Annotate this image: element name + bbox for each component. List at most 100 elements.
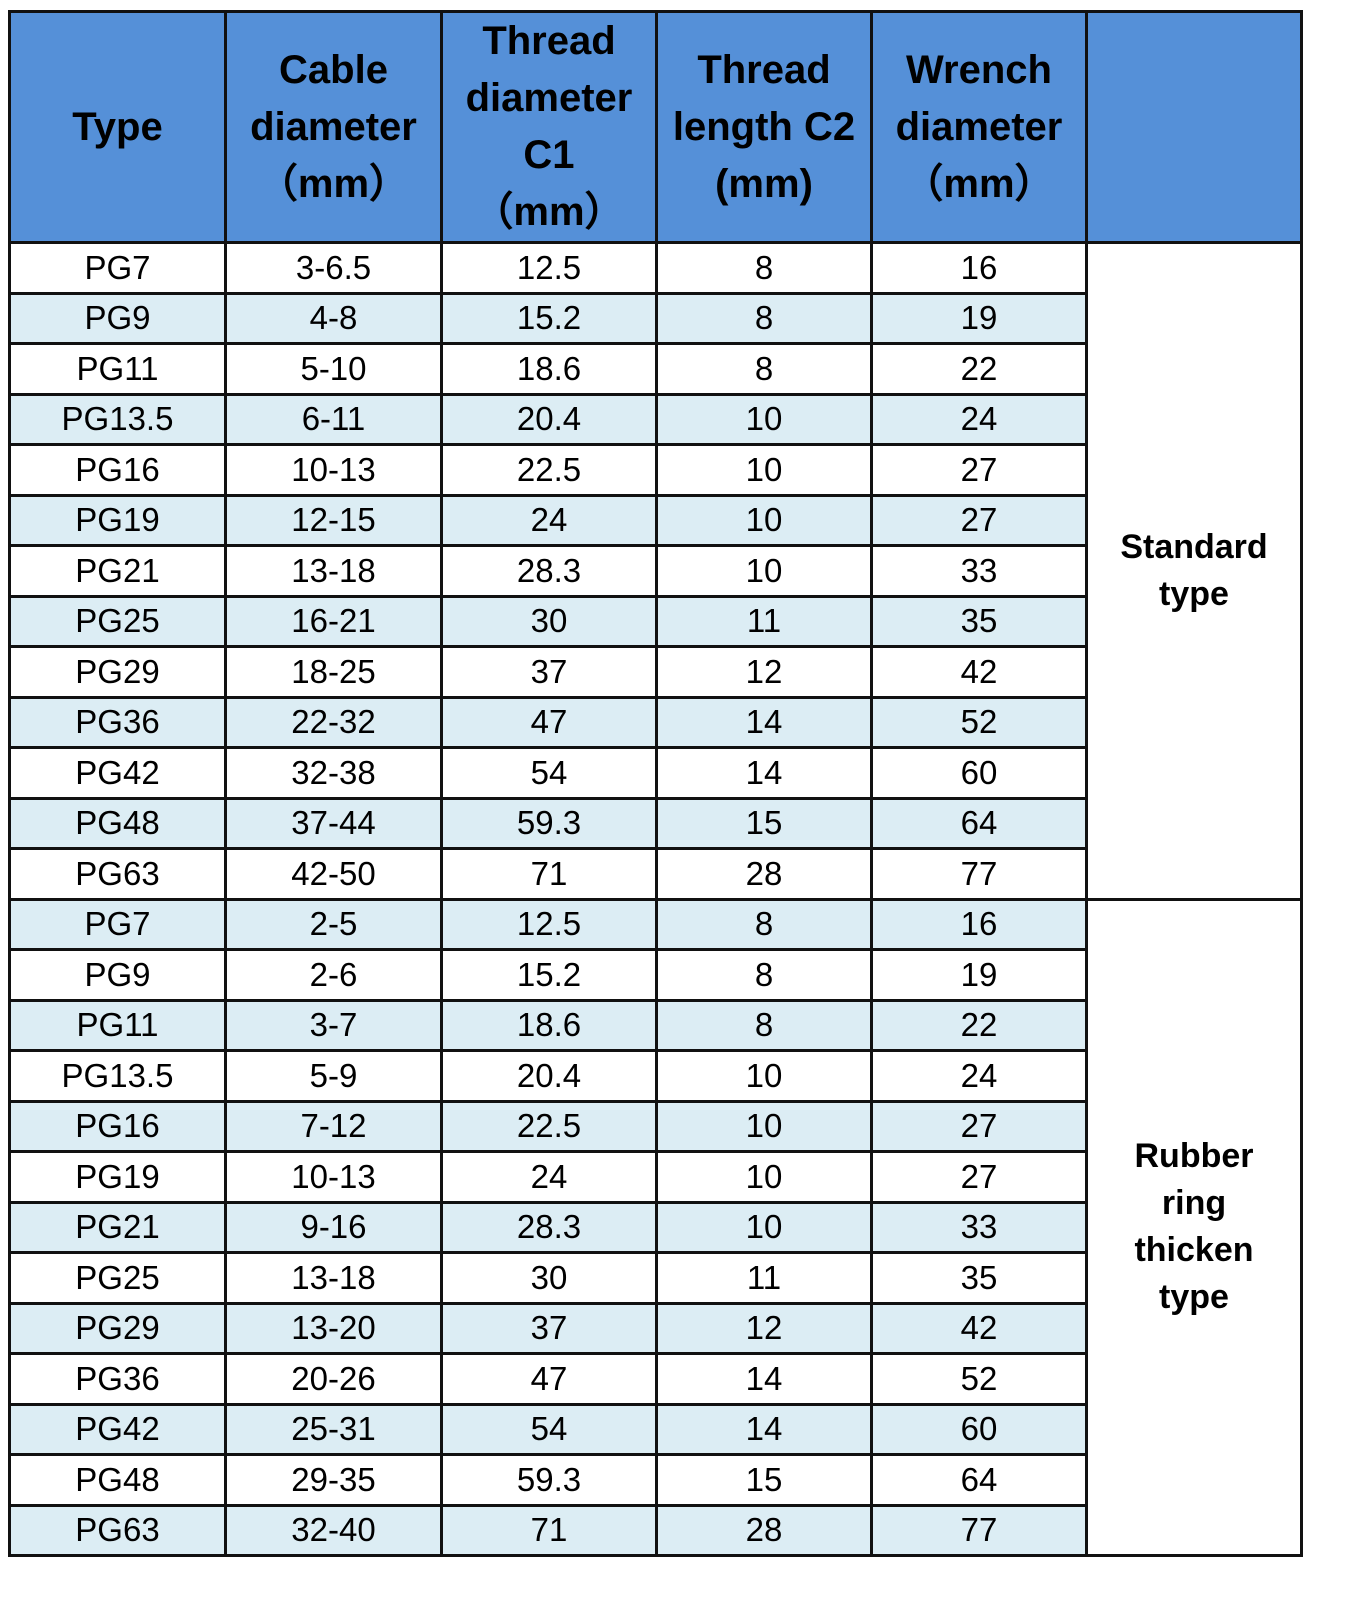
table-row: PG11 3-7 18.6 8 22 <box>8 998 1302 1052</box>
table-cell: 19 <box>870 291 1088 345</box>
table-cell: PG9 <box>8 948 227 1002</box>
table-row: PG29 18-25 37 12 42 <box>8 645 1302 699</box>
table-cell: PG36 <box>8 695 227 749</box>
table-cell: 42 <box>870 1301 1088 1355</box>
table-cell: 20-26 <box>224 1352 443 1406</box>
table-cell: 33 <box>870 544 1088 598</box>
table-cell: 12.5 <box>440 897 658 951</box>
table-cell: 19 <box>870 948 1088 1002</box>
table-cell: PG11 <box>8 342 227 396</box>
table-row: PG63 42-50 71 28 77 <box>8 847 1302 901</box>
table-cell: 28 <box>655 847 873 901</box>
table-header: Type Cable diameter （mm） Thread diameter C1 （mm… <box>8 10 1303 244</box>
table-cell: 25-31 <box>224 1402 443 1456</box>
table-cell: 60 <box>870 1402 1088 1456</box>
table-cell: 10 <box>655 1150 873 1204</box>
table-cell: 35 <box>870 594 1088 648</box>
header-line: Wrench <box>906 47 1052 92</box>
table-cell: 11 <box>655 594 873 648</box>
header-cell: Cable diameter （mm） <box>224 10 443 244</box>
header-line: Cable <box>279 47 388 92</box>
table-cell: 77 <box>870 1503 1088 1557</box>
table-row: PG25 16-21 30 11 35 <box>8 594 1302 648</box>
header-line: Thread <box>697 47 831 92</box>
group-label-line: ring <box>1161 1184 1227 1223</box>
table-cell: 42-50 <box>224 847 443 901</box>
table-cell: 47 <box>440 695 658 749</box>
table-row: PG7 3-6.5 12.5 8 16 Standard type <box>8 241 1303 901</box>
table-cell: 64 <box>870 796 1088 850</box>
group-label: Rubber ring thicken type <box>1085 897 1303 1557</box>
table-cell: 28.3 <box>440 1200 658 1254</box>
header-row: Type Cable diameter （mm） Thread diameter C1 （mm… <box>8 10 1303 244</box>
table-cell: 77 <box>870 847 1088 901</box>
table-cell: 5-9 <box>224 1049 443 1103</box>
table-cell: PG25 <box>8 594 227 648</box>
table-cell: 20.4 <box>440 392 658 446</box>
table-cell: 2-6 <box>224 948 443 1002</box>
table-cell: 13-18 <box>224 1251 443 1305</box>
table-cell: 9-16 <box>224 1200 443 1254</box>
table-cell: PG48 <box>8 796 227 850</box>
table-cell: 27 <box>870 1150 1088 1204</box>
table-cell: 15 <box>655 796 873 850</box>
table-cell: 13-18 <box>224 544 443 598</box>
table-cell: 27 <box>870 443 1088 497</box>
header-cell: Wrench diameter （mm） <box>870 10 1088 244</box>
table-cell: 6-11 <box>224 392 443 446</box>
table-cell: 8 <box>655 998 873 1052</box>
table-cell: 54 <box>440 1402 658 1456</box>
table-cell: 7-12 <box>224 1099 443 1153</box>
table-cell: 52 <box>870 1352 1088 1406</box>
table-cell: 8 <box>655 948 873 1002</box>
table-row: PG11 5-10 18.6 8 22 <box>8 342 1302 396</box>
table-cell: 33 <box>870 1200 1088 1254</box>
table-cell: PG63 <box>8 847 227 901</box>
table-row: PG9 4-8 15.2 8 19 <box>8 291 1302 345</box>
header-line: length C2 <box>672 104 856 149</box>
table-cell: 10 <box>655 392 873 446</box>
table-row: PG13.5 5-9 20.4 10 24 <box>8 1049 1302 1103</box>
table-cell: 20.4 <box>440 1049 658 1103</box>
table-cell: 10 <box>655 1099 873 1153</box>
table-cell: 8 <box>655 241 873 295</box>
table-cell: 22 <box>870 998 1088 1052</box>
table-cell: 10 <box>655 544 873 598</box>
table-cell: PG29 <box>8 645 227 699</box>
table-row: PG48 29-35 59.3 15 64 <box>8 1453 1302 1507</box>
table-cell: PG11 <box>8 998 227 1052</box>
table-row: PG13.5 6-11 20.4 10 24 <box>8 392 1302 446</box>
group-label-line: Standard <box>1120 527 1268 566</box>
header-cell: Thread diameter C1 （mm） <box>440 10 658 244</box>
table-cell: PG9 <box>8 291 227 345</box>
table-cell: 22 <box>870 342 1088 396</box>
header-cell <box>1085 10 1303 244</box>
table-cell: 24 <box>440 1150 658 1204</box>
header-line: Type <box>72 104 163 149</box>
table-cell: 8 <box>655 342 873 396</box>
header-line: （mm） <box>473 190 625 234</box>
table-cell: 24 <box>870 1049 1088 1103</box>
table-cell: 18.6 <box>440 342 658 396</box>
table-cell: PG19 <box>8 493 227 547</box>
table-cell: 37 <box>440 645 658 699</box>
group-label-line: type <box>1159 574 1229 613</box>
table-cell: 32-40 <box>224 1503 443 1557</box>
table-cell: 12-15 <box>224 493 443 547</box>
table-cell: PG63 <box>8 1503 227 1557</box>
table-cell: 52 <box>870 695 1088 749</box>
table-cell: 14 <box>655 746 873 800</box>
table-row: PG36 20-26 47 14 52 <box>8 1352 1302 1406</box>
table-cell: 13-20 <box>224 1301 443 1355</box>
table-cell: 2-5 <box>224 897 443 951</box>
table-cell: PG42 <box>8 746 227 800</box>
table-cell: 5-10 <box>224 342 443 396</box>
table-row: PG42 25-31 54 14 60 <box>8 1402 1302 1456</box>
table-cell: PG29 <box>8 1301 227 1355</box>
table-row: PG19 10-13 24 10 27 <box>8 1150 1302 1204</box>
table-cell: 14 <box>655 695 873 749</box>
table-cell: 10 <box>655 1049 873 1103</box>
table-cell: 54 <box>440 746 658 800</box>
table-cell: PG19 <box>8 1150 227 1204</box>
